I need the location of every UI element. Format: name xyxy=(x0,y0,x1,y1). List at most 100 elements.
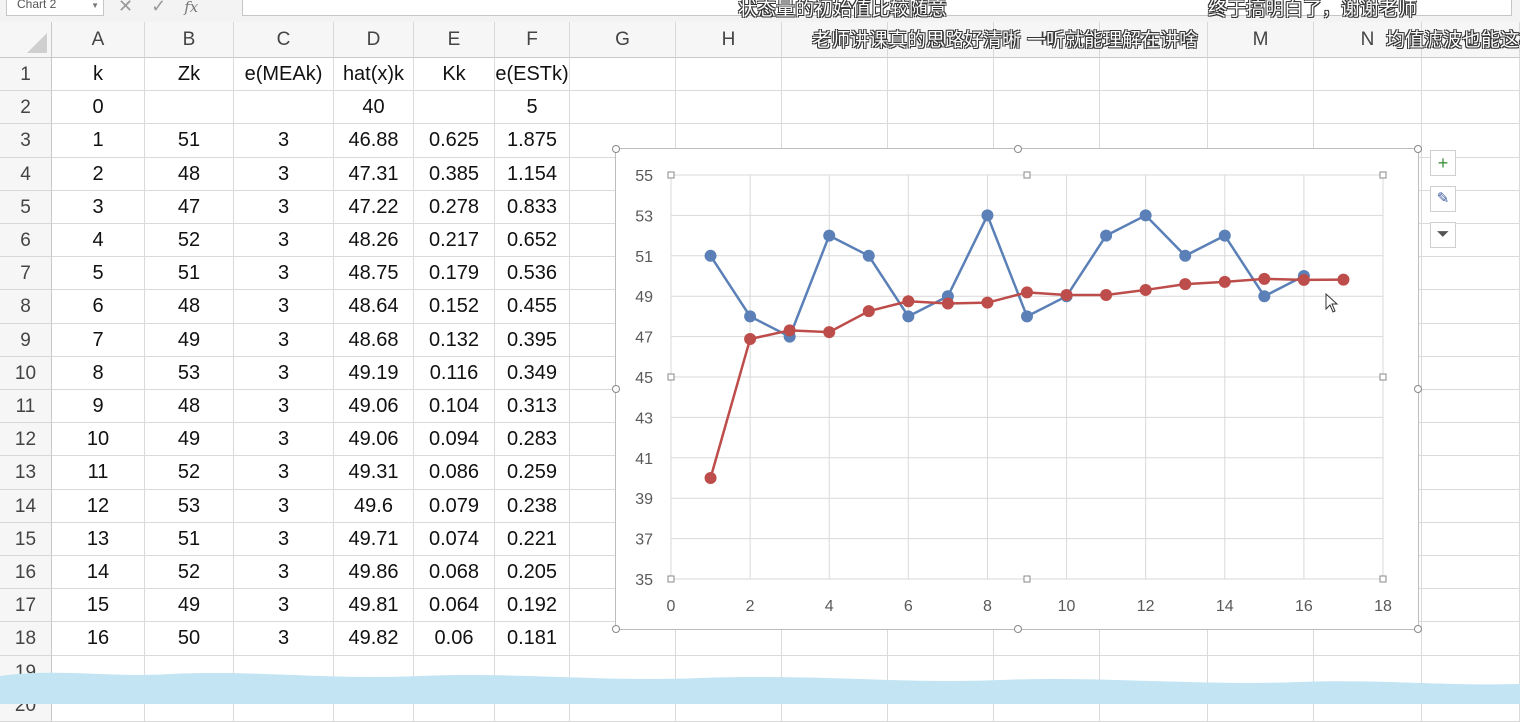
check-icon[interactable]: ✓ xyxy=(151,0,167,16)
row-header-18[interactable]: 18 xyxy=(0,622,52,656)
row-header-2[interactable]: 2 xyxy=(0,91,52,125)
row-header-8[interactable]: 8 xyxy=(0,290,52,324)
cell-e14[interactable]: 0.079 xyxy=(414,489,495,523)
cell-d17[interactable]: 49.81 xyxy=(334,589,414,623)
cell-c4[interactable]: 3 xyxy=(234,157,334,191)
cell-e6[interactable]: 0.217 xyxy=(414,224,495,258)
cell-a9[interactable]: 7 xyxy=(52,323,145,357)
column-header-m[interactable]: M xyxy=(1208,22,1314,58)
cell-e17[interactable]: 0.064 xyxy=(414,589,495,623)
cell-d8[interactable]: 48.64 xyxy=(334,290,414,324)
cell-e11[interactable]: 0.104 xyxy=(414,390,495,424)
cell-b16[interactable]: 52 xyxy=(145,556,234,590)
chevron-down-icon[interactable]: ▼ xyxy=(91,1,99,10)
cell-c15[interactable]: 3 xyxy=(234,522,334,556)
cell-b17[interactable]: 49 xyxy=(145,589,234,623)
cell-a5[interactable]: 3 xyxy=(52,190,145,224)
row-header-16[interactable]: 16 xyxy=(0,556,52,590)
cell-c18[interactable]: 3 xyxy=(234,622,334,656)
resize-handle[interactable] xyxy=(1414,625,1422,633)
cell-d5[interactable]: 47.22 xyxy=(334,190,414,224)
cell-f2[interactable]: 5 xyxy=(495,91,570,125)
cell-e16[interactable]: 0.068 xyxy=(414,556,495,590)
cell-d7[interactable]: 48.75 xyxy=(334,257,414,291)
cell-a12[interactable]: 10 xyxy=(52,423,145,457)
row-header-3[interactable]: 3 xyxy=(0,124,52,158)
row-header-1[interactable]: 1 xyxy=(0,58,52,92)
cell-c5[interactable]: 3 xyxy=(234,190,334,224)
cell-f3[interactable]: 1.875 xyxy=(495,124,570,158)
cell-g18[interactable] xyxy=(570,622,676,656)
row-header-17[interactable]: 17 xyxy=(0,589,52,623)
name-box[interactable]: Chart 2 ▼ xyxy=(6,0,104,16)
cell-c11[interactable]: 3 xyxy=(234,390,334,424)
cell-f18[interactable]: 0.181 xyxy=(495,622,570,656)
cell-o7[interactable] xyxy=(1422,257,1520,291)
column-header-d[interactable]: D xyxy=(334,22,414,58)
cell-d4[interactable]: 47.31 xyxy=(334,157,414,191)
cell-a7[interactable]: 5 xyxy=(52,257,145,291)
cell-c12[interactable]: 3 xyxy=(234,423,334,457)
column-header-g[interactable]: G xyxy=(570,22,676,58)
cell-f13[interactable]: 0.259 xyxy=(495,456,570,490)
chart-elements-button[interactable]: + xyxy=(1430,150,1456,176)
cell-j18[interactable] xyxy=(888,622,994,656)
cell-b5[interactable]: 47 xyxy=(145,190,234,224)
cell-e18[interactable]: 0.06 xyxy=(414,622,495,656)
cell-b4[interactable]: 48 xyxy=(145,157,234,191)
cell-e2[interactable] xyxy=(414,91,495,125)
cell-b10[interactable]: 53 xyxy=(145,356,234,390)
resize-handle[interactable] xyxy=(1014,145,1022,153)
chart-styles-button[interactable]: ✎ xyxy=(1430,186,1456,212)
cell-i2[interactable] xyxy=(782,91,888,125)
cell-c13[interactable]: 3 xyxy=(234,456,334,490)
cell-n18[interactable] xyxy=(1314,622,1422,656)
cell-j1[interactable] xyxy=(888,58,994,92)
cell-m1[interactable] xyxy=(1208,58,1314,92)
column-header-b[interactable]: B xyxy=(145,22,234,58)
cell-d9[interactable]: 48.68 xyxy=(334,323,414,357)
row-header-6[interactable]: 6 xyxy=(0,224,52,258)
cell-c6[interactable]: 3 xyxy=(234,224,334,258)
resize-handle[interactable] xyxy=(612,625,620,633)
cell-a8[interactable]: 6 xyxy=(52,290,145,324)
cell-o13[interactable] xyxy=(1422,456,1520,490)
cell-n2[interactable] xyxy=(1314,91,1422,125)
column-header-c[interactable]: C xyxy=(234,22,334,58)
cell-b2[interactable] xyxy=(145,91,234,125)
cell-e7[interactable]: 0.179 xyxy=(414,257,495,291)
select-all-corner[interactable] xyxy=(0,22,52,58)
cell-f5[interactable]: 0.833 xyxy=(495,190,570,224)
cell-l18[interactable] xyxy=(1100,622,1208,656)
cell-e10[interactable]: 0.116 xyxy=(414,356,495,390)
cell-d6[interactable]: 48.26 xyxy=(334,224,414,258)
cell-c10[interactable]: 3 xyxy=(234,356,334,390)
cell-e3[interactable]: 0.625 xyxy=(414,124,495,158)
cell-c7[interactable]: 3 xyxy=(234,257,334,291)
cell-f12[interactable]: 0.283 xyxy=(495,423,570,457)
cell-b8[interactable]: 48 xyxy=(145,290,234,324)
cell-d16[interactable]: 49.86 xyxy=(334,556,414,590)
column-header-k[interactable]: K xyxy=(994,22,1100,58)
cell-d18[interactable]: 49.82 xyxy=(334,622,414,656)
cell-c1[interactable]: e(MEAk) xyxy=(234,58,334,92)
cell-f7[interactable]: 0.536 xyxy=(495,257,570,291)
cell-a11[interactable]: 9 xyxy=(52,390,145,424)
cell-o14[interactable] xyxy=(1422,489,1520,523)
row-header-13[interactable]: 13 xyxy=(0,456,52,490)
line-chart[interactable]: 35 37 39 41 43 45 47 49 51 53 55 0 2 4 6 8 10 12 14 16 18 xyxy=(616,149,1420,631)
row-header-12[interactable]: 12 xyxy=(0,423,52,457)
cell-a14[interactable]: 12 xyxy=(52,489,145,523)
row-header-15[interactable]: 15 xyxy=(0,522,52,556)
cell-b18[interactable]: 50 xyxy=(145,622,234,656)
cell-o9[interactable] xyxy=(1422,323,1520,357)
cell-f10[interactable]: 0.349 xyxy=(495,356,570,390)
cell-c2[interactable] xyxy=(234,91,334,125)
cell-a17[interactable]: 15 xyxy=(52,589,145,623)
cell-f9[interactable]: 0.395 xyxy=(495,323,570,357)
chart-area[interactable]: 35 37 39 41 43 45 47 49 51 53 55 0 2 4 6 8 10 12 14 16 18 xyxy=(612,145,1422,633)
cell-k2[interactable] xyxy=(994,91,1100,125)
cell-c14[interactable]: 3 xyxy=(234,489,334,523)
cell-b6[interactable]: 52 xyxy=(145,224,234,258)
row-header-11[interactable]: 11 xyxy=(0,390,52,424)
